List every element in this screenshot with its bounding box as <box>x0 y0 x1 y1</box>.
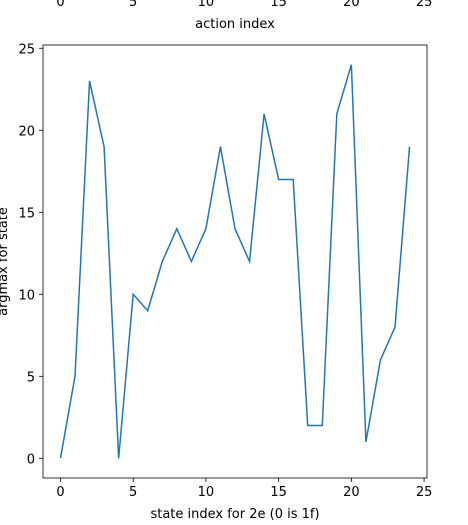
y-tick-label: 5 <box>27 370 35 385</box>
x-tick-label: 10 <box>198 0 215 10</box>
x-tick-label: 0 <box>56 485 64 500</box>
y-tick-label: 15 <box>18 206 35 221</box>
plot-frame <box>42 44 428 479</box>
x-tick-label: 5 <box>129 485 137 500</box>
y-tick-label: 10 <box>18 288 35 303</box>
x-tick-label: 5 <box>129 0 137 10</box>
x-tick-label: 15 <box>270 485 287 500</box>
x-axis-label: action index <box>195 17 275 32</box>
x-tick-label: 20 <box>343 485 360 500</box>
y-tick-label: 0 <box>27 452 35 467</box>
x-tick-label: 25 <box>416 0 433 10</box>
x-tick-label: 20 <box>343 0 360 10</box>
y-axis-label: argmax for state <box>0 207 11 316</box>
x-axis-label: state index for 2e (0 is 1f) <box>150 507 319 522</box>
x-tick-label: 0 <box>56 0 64 10</box>
x-tick-label: 15 <box>270 0 287 10</box>
x-tick-label: 25 <box>416 485 433 500</box>
y-tick-label: 25 <box>18 42 35 57</box>
x-tick-label: 10 <box>198 485 215 500</box>
data-line <box>59 64 411 459</box>
y-tick-label: 20 <box>18 124 35 139</box>
